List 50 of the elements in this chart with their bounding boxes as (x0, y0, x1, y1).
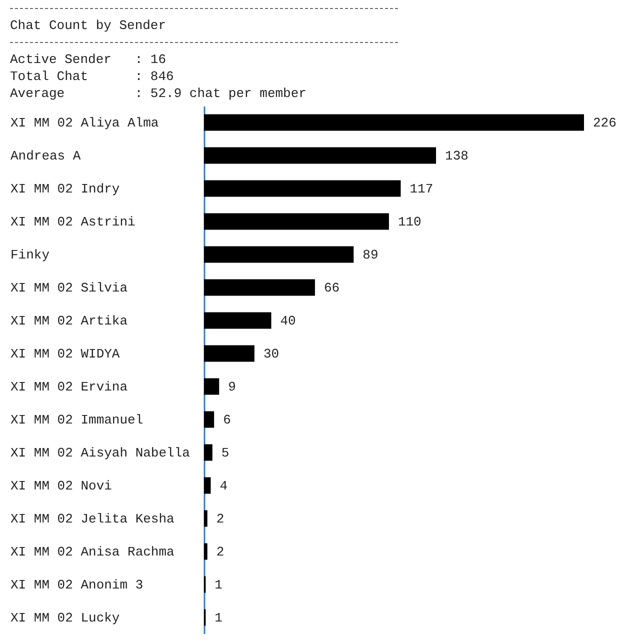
data-label: 138 (445, 148, 468, 164)
y-tick-label: XI MM 02 WIDYA (10, 346, 120, 362)
y-tick-label: XI MM 02 Aisyah Nabella (10, 446, 190, 460)
data-label: 6 (223, 412, 231, 428)
data-label: 1 (214, 578, 223, 592)
data-label: 226 (593, 116, 616, 130)
bar (204, 114, 584, 131)
y-tick-label: XI MM 02 Indry (10, 182, 120, 196)
text: Average : 52.9 chat per member (10, 85, 308, 102)
y-tick-label: XI MM 02 Anonim 3 (10, 578, 144, 592)
bar (204, 312, 272, 329)
bar (204, 444, 212, 461)
bar (204, 477, 211, 494)
bar (204, 279, 315, 296)
y-tick-label: XI MM 02 Astrini (10, 214, 136, 230)
bar (204, 345, 254, 362)
data-label: 1 (214, 610, 223, 626)
y-tick-label: Andreas A (10, 148, 81, 164)
text: Chat Count by Sender (10, 17, 168, 34)
y-tick-label: Finky (10, 248, 50, 262)
y-tick-label: XI MM 02 Anisa Rachma (10, 544, 175, 560)
y-tick-label: XI MM 02 Ervina (10, 380, 128, 394)
data-label: 117 (410, 182, 434, 196)
data-label: 40 (280, 314, 296, 328)
y-tick-label: XI MM 02 Artika (10, 314, 128, 328)
data-label: 2 (216, 512, 224, 526)
text: Active Sender : 16 (10, 51, 168, 68)
data-label: 9 (228, 380, 236, 394)
bar (204, 411, 214, 428)
bar (204, 378, 220, 395)
bar (204, 543, 208, 560)
y-tick-label: XI MM 02 Novi (10, 478, 112, 494)
bar (204, 510, 208, 527)
bar (204, 246, 354, 263)
bar (204, 180, 401, 197)
y-tick-label: XI MM 02 Aliya Alma (10, 116, 159, 130)
y-tick-label: XI MM 02 Immanuel (10, 412, 144, 428)
text: Total Chat : 846 (10, 68, 175, 85)
data-label: 89 (362, 248, 378, 262)
bar (204, 147, 436, 164)
bar (204, 213, 389, 230)
data-label: 110 (398, 214, 422, 230)
data-label: 5 (221, 446, 230, 460)
y-tick-label: XI MM 02 Silvia (10, 280, 128, 296)
y-tick-label: XI MM 02 Lucky (10, 610, 120, 626)
data-label: 2 (216, 544, 224, 560)
y-tick-label: XI MM 02 Jelita Kesha (10, 512, 175, 526)
data-label: 4 (220, 478, 228, 494)
data-label: 30 (263, 346, 280, 362)
data-label: 66 (324, 280, 340, 296)
